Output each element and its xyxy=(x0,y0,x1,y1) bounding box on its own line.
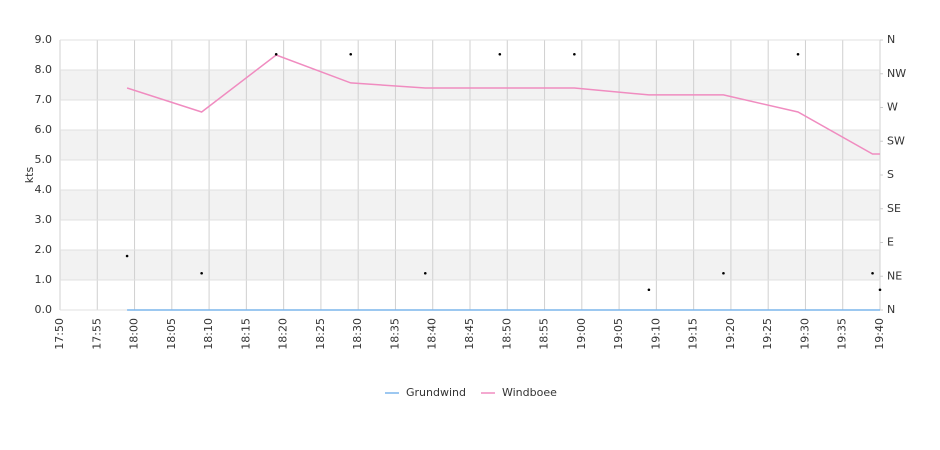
direction-dot xyxy=(796,52,800,56)
x-tick-label: 19:00 xyxy=(575,318,588,350)
x-tick-label: 18:05 xyxy=(165,318,178,350)
direction-dot xyxy=(871,271,874,275)
x-tick-label: 19:30 xyxy=(798,318,811,350)
y-tick-label: 2.0 xyxy=(35,243,53,256)
y2-tick-label: N xyxy=(887,303,895,316)
x-tick-label: 18:50 xyxy=(500,318,513,350)
direction-dot xyxy=(722,271,725,275)
x-tick-label: 19:15 xyxy=(687,318,700,350)
y2-tick-label: S xyxy=(887,168,894,181)
x-tick-label: 19:35 xyxy=(836,318,849,350)
x-tick-label: 19:40 xyxy=(873,318,886,350)
x-tick-label: 18:40 xyxy=(426,318,439,350)
x-tick-label: 18:10 xyxy=(202,318,215,350)
direction-dot xyxy=(274,52,278,56)
x-tick-label: 17:50 xyxy=(53,318,66,350)
y-tick-label: 7.0 xyxy=(35,93,53,106)
x-tick-label: 19:05 xyxy=(612,318,625,350)
direction-dot xyxy=(349,52,353,56)
x-tick-label: 18:45 xyxy=(463,318,476,350)
direction-dot xyxy=(200,271,203,275)
y-tick-label: 9.0 xyxy=(35,33,53,46)
y-tick-label: 5.0 xyxy=(35,153,53,166)
y2-tick-label: N xyxy=(887,33,895,46)
direction-dot xyxy=(498,52,502,56)
direction-dot xyxy=(423,271,427,275)
direction-dot xyxy=(125,254,129,258)
x-tick-label: 19:20 xyxy=(724,318,737,350)
x-tick-label: 18:35 xyxy=(388,318,401,350)
legend-label: Grundwind xyxy=(406,386,466,399)
x-tick-label: 18:00 xyxy=(128,318,141,350)
y2-tick-label: NW xyxy=(887,67,906,80)
y-tick-label: 3.0 xyxy=(35,213,53,226)
y2-tick-label: SW xyxy=(887,134,905,147)
y-tick-label: 4.0 xyxy=(35,183,53,196)
y-tick-label: 1.0 xyxy=(35,273,53,286)
y-tick-label: 0.0 xyxy=(35,303,53,316)
x-tick-label: 18:30 xyxy=(351,318,364,350)
y-tick-label: 8.0 xyxy=(35,63,53,76)
y-axis-label: kts xyxy=(23,167,36,184)
direction-dot xyxy=(647,288,651,292)
x-tick-label: 18:15 xyxy=(239,318,252,350)
y2-tick-label: E xyxy=(887,236,894,249)
direction-dot xyxy=(878,288,882,292)
y2-tick-label: NE xyxy=(887,269,902,282)
x-tick-label: 19:25 xyxy=(761,318,774,350)
x-tick-label: 18:55 xyxy=(538,318,551,350)
x-tick-label: 17:55 xyxy=(90,318,103,350)
series-line xyxy=(126,54,880,155)
x-tick-label: 19:10 xyxy=(649,318,662,350)
y-tick-label: 6.0 xyxy=(35,123,53,136)
x-tick-label: 18:20 xyxy=(277,318,290,350)
x-tick-label: 18:25 xyxy=(314,318,327,350)
legend-label: Windboee xyxy=(502,386,557,399)
direction-dot xyxy=(573,52,576,56)
y2-tick-label: W xyxy=(887,101,898,114)
y2-tick-label: SE xyxy=(887,202,901,215)
